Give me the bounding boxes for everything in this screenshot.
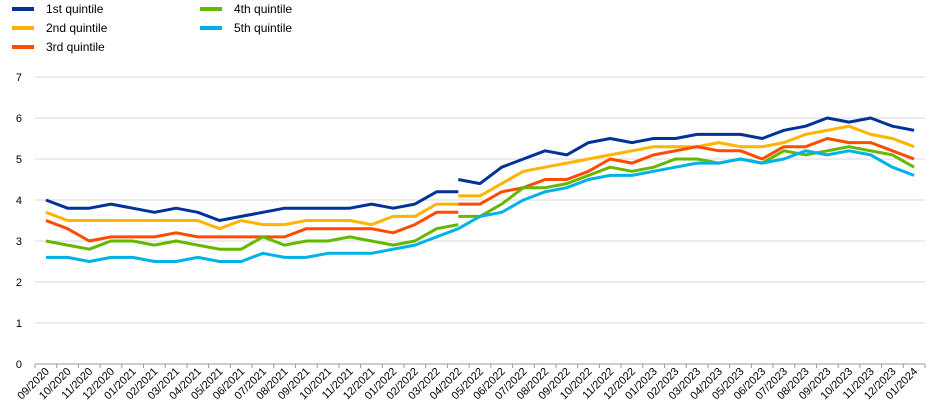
legend-item-3: 3rd quintile (12, 40, 105, 54)
y-tick-label: 3 (16, 236, 22, 248)
series-lines (45, 116, 915, 263)
y-tick-label: 0 (16, 359, 22, 371)
legend: 1st quintile 2nd quintile 3rd quintile 4th … (12, 2, 292, 54)
y-tick-label: 1 (16, 318, 22, 330)
series-2 (45, 124, 915, 231)
series-3 (45, 137, 915, 243)
legend-label: 4th quintile (234, 2, 292, 16)
series-line-new-3 (458, 137, 915, 206)
y-tick-label: 5 (16, 154, 22, 166)
series-line-old-3 (45, 210, 459, 243)
legend-label: 2nd quintile (46, 21, 108, 35)
series-4 (45, 145, 915, 251)
y-axis: 0 1 2 3 4 5 6 7 (16, 72, 22, 371)
legend-item-5: 5th quintile (200, 21, 292, 35)
series-1 (45, 116, 915, 222)
legend-item-2: 2nd quintile (12, 21, 108, 35)
series-line-old-1 (45, 190, 459, 222)
legend-label: 5th quintile (234, 21, 292, 35)
series-line-new-4 (458, 145, 915, 218)
legend-label: 1st quintile (46, 2, 104, 16)
series-line-old-5 (45, 149, 915, 263)
series-line-new-1 (458, 116, 915, 186)
series-line-new-2 (458, 124, 915, 198)
y-tick-label: 2 (16, 277, 22, 289)
series-5 (45, 149, 915, 263)
y-tick-label: 6 (16, 113, 22, 125)
x-axis: 09/202010/202011/202012/202001/202102/20… (15, 364, 926, 402)
legend-item-4: 4th quintile (200, 2, 292, 16)
legend-label: 3rd quintile (46, 40, 105, 54)
legend-item-1: 1st quintile (12, 2, 104, 16)
y-tick-label: 4 (16, 195, 22, 207)
y-tick-label: 7 (16, 72, 22, 84)
series-line-old-4 (45, 223, 459, 251)
series-line-old-2 (45, 202, 459, 231)
gridlines (35, 76, 925, 365)
